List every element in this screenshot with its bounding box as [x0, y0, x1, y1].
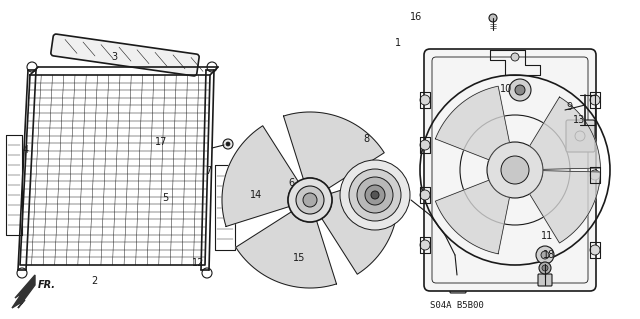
- Text: FR.: FR.: [38, 280, 56, 290]
- Circle shape: [590, 245, 600, 255]
- Circle shape: [515, 85, 525, 95]
- Text: 11: 11: [541, 231, 554, 241]
- Text: 15: 15: [293, 253, 306, 263]
- Circle shape: [351, 175, 355, 179]
- Polygon shape: [529, 97, 600, 169]
- Text: 14: 14: [250, 189, 262, 200]
- Text: 2: 2: [92, 276, 98, 286]
- Text: 7: 7: [205, 166, 211, 176]
- Text: 17: 17: [155, 137, 168, 147]
- Circle shape: [420, 95, 430, 105]
- Text: 16: 16: [410, 11, 422, 22]
- Circle shape: [420, 190, 430, 200]
- Circle shape: [296, 186, 324, 214]
- Circle shape: [223, 139, 233, 149]
- FancyBboxPatch shape: [450, 277, 466, 293]
- FancyBboxPatch shape: [51, 34, 199, 76]
- Circle shape: [590, 95, 600, 105]
- FancyBboxPatch shape: [424, 49, 596, 291]
- Circle shape: [420, 240, 430, 250]
- Polygon shape: [222, 126, 298, 226]
- Circle shape: [536, 246, 554, 264]
- Circle shape: [226, 142, 230, 146]
- Circle shape: [288, 273, 292, 277]
- Circle shape: [349, 169, 401, 221]
- Polygon shape: [435, 180, 509, 254]
- Circle shape: [487, 142, 543, 198]
- Text: 6: 6: [288, 178, 294, 189]
- Text: 12: 12: [192, 258, 205, 268]
- Circle shape: [348, 172, 358, 182]
- FancyBboxPatch shape: [566, 120, 595, 152]
- Circle shape: [511, 53, 519, 61]
- Circle shape: [501, 156, 529, 184]
- Circle shape: [509, 79, 531, 101]
- Circle shape: [340, 160, 410, 230]
- Circle shape: [590, 170, 600, 180]
- Circle shape: [365, 185, 385, 205]
- Polygon shape: [529, 171, 600, 243]
- Text: 5: 5: [162, 193, 168, 203]
- Text: 4: 4: [22, 145, 29, 155]
- Polygon shape: [12, 275, 35, 308]
- Circle shape: [371, 191, 379, 199]
- Polygon shape: [435, 86, 509, 160]
- Polygon shape: [236, 212, 337, 288]
- Text: 18: 18: [543, 250, 556, 260]
- Circle shape: [541, 251, 549, 259]
- Text: 10: 10: [499, 84, 512, 94]
- Text: 1: 1: [395, 38, 401, 48]
- Polygon shape: [284, 112, 384, 188]
- Circle shape: [357, 177, 393, 213]
- Text: S04A B5B00: S04A B5B00: [430, 300, 484, 309]
- Text: 3: 3: [111, 52, 117, 62]
- Text: 8: 8: [363, 134, 369, 144]
- Circle shape: [303, 193, 317, 207]
- FancyBboxPatch shape: [538, 274, 552, 286]
- Circle shape: [420, 140, 430, 150]
- Circle shape: [539, 262, 551, 274]
- Circle shape: [489, 14, 497, 22]
- Circle shape: [542, 265, 548, 271]
- Circle shape: [285, 270, 295, 280]
- Text: 13: 13: [573, 115, 586, 125]
- Text: 9: 9: [566, 102, 573, 112]
- Circle shape: [288, 178, 332, 222]
- Polygon shape: [322, 174, 398, 274]
